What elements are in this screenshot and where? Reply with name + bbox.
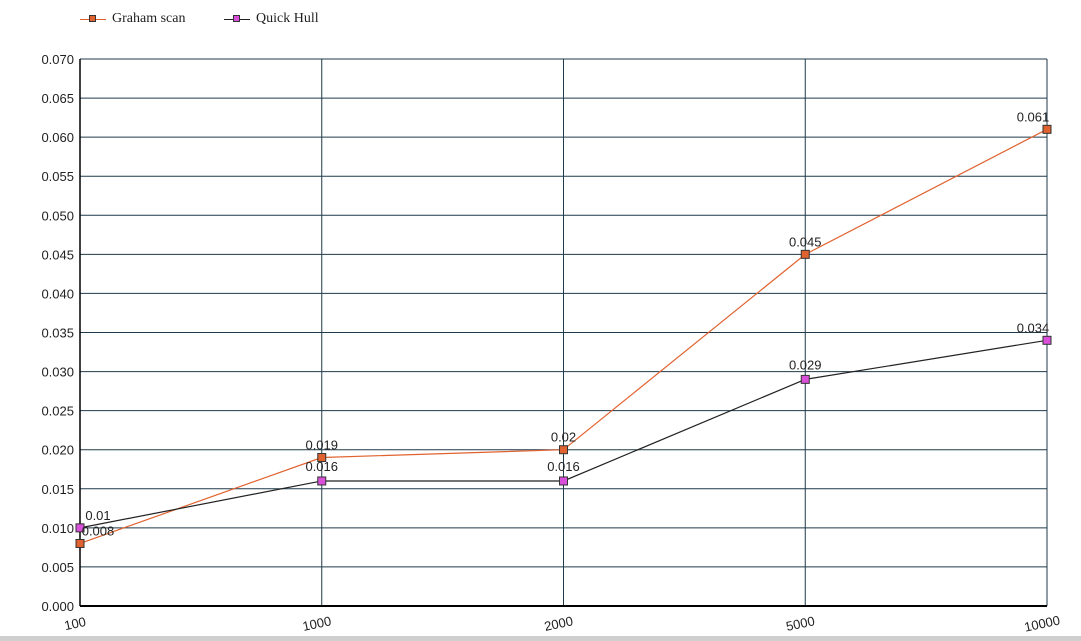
y-tick-label: 0.070 [41, 52, 74, 67]
data-label-quickhull: 0.016 [305, 459, 338, 474]
data-point-quickhull [800, 374, 810, 384]
x-tick-label: 10000 [1023, 613, 1061, 635]
legend-item-graham: Graham scan [80, 10, 185, 28]
data-label-graham: 0.02 [551, 430, 576, 445]
y-tick-label: 0.025 [41, 404, 74, 419]
y-tick-label: 0.050 [41, 208, 74, 223]
legend-marker-graham [80, 12, 106, 26]
data-label-quickhull: 0.01 [85, 508, 110, 523]
legend-marker-quickhull [224, 12, 250, 26]
y-tick-label: 0.020 [41, 443, 74, 458]
data-point-graham [1042, 124, 1052, 134]
y-tick-label: 0.060 [41, 130, 74, 145]
data-label-quickhull: 0.016 [547, 459, 580, 474]
data-label-quickhull: 0.029 [789, 357, 822, 372]
y-tick-label: 0.035 [41, 326, 74, 341]
data-point-quickhull [75, 523, 85, 533]
y-tick-label: 0.030 [41, 365, 74, 380]
y-tick-label: 0.065 [41, 91, 74, 106]
y-tick-label: 0.045 [41, 247, 74, 262]
data-label-graham: 0.061 [1017, 109, 1050, 124]
y-tick-label: 0.015 [41, 482, 74, 497]
legend-label-graham: Graham scan [112, 11, 186, 26]
x-tick-label: 5000 [785, 613, 816, 634]
legend-label-quickhull: Quick Hull [256, 11, 319, 26]
y-tick-label: 0.055 [41, 169, 74, 184]
data-label-graham: 0.019 [305, 438, 338, 453]
data-point-quickhull [1042, 335, 1052, 345]
chart-legend: Graham scan Quick Hull [0, 0, 600, 36]
x-tick-label: 100 [63, 614, 87, 633]
y-tick-label: 0.000 [41, 599, 74, 614]
x-tick-label: 2000 [543, 613, 574, 634]
data-point-graham [317, 453, 327, 463]
taskbar-strip [0, 636, 1081, 641]
data-point-graham [75, 538, 85, 548]
y-tick-label: 0.040 [41, 286, 74, 301]
data-label-quickhull: 0.034 [1017, 320, 1050, 335]
x-tick-label: 1000 [301, 613, 332, 634]
data-point-quickhull [317, 476, 327, 486]
legend-item-quickhull: Quick Hull [224, 10, 319, 28]
data-label-graham: 0.008 [82, 523, 115, 538]
y-tick-label: 0.005 [41, 560, 74, 575]
data-label-graham: 0.045 [789, 234, 822, 249]
data-point-graham [559, 445, 568, 455]
data-point-quickhull [559, 476, 568, 486]
data-point-graham [800, 249, 810, 259]
y-tick-label: 0.010 [41, 521, 74, 536]
